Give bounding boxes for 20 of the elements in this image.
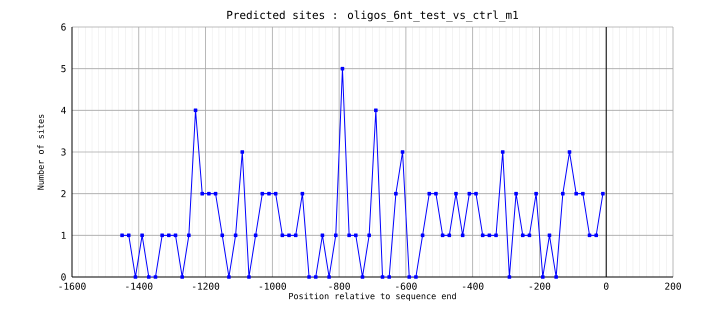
x-tick-label: 200 — [665, 282, 681, 290]
y-tick-label: 5 — [61, 65, 66, 72]
x-tick-label: -1400 — [126, 282, 152, 290]
y-tick-label: 1 — [62, 232, 66, 239]
y-tick-label: 3 — [61, 148, 66, 156]
x-tick-label: -200 — [530, 282, 550, 290]
x-tick-label: -1600 — [59, 282, 86, 290]
y-tick-label: 0 — [61, 273, 66, 281]
x-tick-label: -1000 — [260, 282, 286, 290]
x-tick-label: -800 — [329, 282, 350, 290]
y-tick-label: 6 — [61, 23, 66, 31]
x-tick-label: -600 — [396, 282, 417, 290]
y-axis-title: Number of sites — [37, 114, 44, 190]
y-tick-label: 2 — [61, 190, 66, 198]
x-tick-label: -400 — [462, 282, 484, 290]
x-tick-label: -1200 — [192, 282, 220, 290]
x-axis-title: Position relative to sequence end — [289, 292, 456, 301]
y-tick-label: 4 — [61, 106, 66, 114]
chart-title: Predicted sites : oligos_6nt_test_vs_ctrl_m1 — [227, 10, 518, 22]
x-tick-label: 0 — [604, 282, 608, 290]
